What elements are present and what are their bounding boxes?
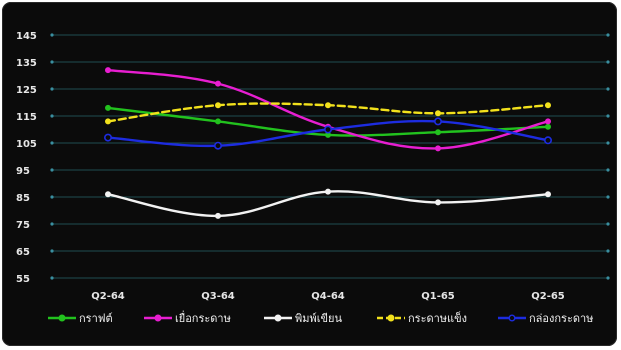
grid-dot-left — [50, 33, 54, 37]
series-1 — [105, 104, 552, 138]
data-point — [104, 133, 113, 142]
grid-dot-left — [50, 87, 54, 91]
grid — [50, 33, 610, 280]
grid-dot-left — [50, 222, 54, 226]
data-point — [105, 104, 112, 111]
grid-dot-left — [50, 195, 54, 199]
legend-label: พิมพ์เขียน — [295, 312, 342, 325]
grid-dot-right — [606, 195, 610, 199]
y-tick-label: 85 — [16, 193, 30, 204]
legend-label: เยื่อกระดาษ — [175, 310, 231, 325]
grid-dot-left — [50, 249, 54, 253]
legend-label: กระดาษแข็ง — [408, 311, 467, 325]
y-tick-label: 75 — [16, 220, 30, 231]
y-tick-label: 145 — [16, 31, 37, 42]
x-axis-ticks: Q2-64 Q3-64 Q4-64 Q1-65 Q2-65 — [91, 291, 565, 302]
data-point — [214, 141, 223, 150]
data-point — [545, 118, 552, 125]
series-5 — [104, 117, 552, 150]
x-tick-label: Q1-65 — [421, 291, 455, 302]
x-tick-label: Q2-64 — [91, 291, 125, 302]
grid-dot-left — [50, 141, 54, 145]
y-tick-label: 125 — [16, 85, 37, 96]
y-tick-label: 135 — [16, 58, 37, 69]
legend-item: กล่องกระดาษ — [498, 312, 593, 325]
y-axis-ticks: 145 135 125 115 105 95 85 75 65 55 — [16, 31, 37, 285]
data-point — [214, 118, 221, 125]
grid-dot-right — [606, 249, 610, 253]
chart-frame: 145 135 125 115 105 95 85 75 65 55 Q2-64 Q3-64 Q4-6… — [2, 2, 617, 346]
legend-item: กราฟต์ — [48, 312, 113, 325]
data-point — [323, 125, 332, 134]
legend: กราฟต์ เยื่อกระดาษ พิมพ์เขียน กระดาษแข็ง กล่… — [48, 310, 593, 325]
legend-item: เยื่อกระดาษ — [144, 310, 231, 325]
data-point — [324, 102, 331, 109]
y-tick-label: 55 — [16, 274, 30, 285]
grid-dot-left — [50, 168, 54, 172]
grid-dot-right — [606, 276, 610, 280]
grid-dot-left — [50, 114, 54, 118]
legend-marker — [508, 314, 516, 322]
data-point — [545, 191, 552, 198]
data-point — [105, 191, 112, 198]
grid-dot-right — [606, 168, 610, 172]
grid-dot-right — [606, 33, 610, 37]
data-point — [434, 110, 441, 117]
x-tick-label: Q2-65 — [531, 291, 565, 302]
data-point — [433, 117, 442, 126]
legend-marker — [58, 314, 66, 322]
series-3 — [105, 188, 552, 219]
data-point — [434, 145, 441, 152]
y-tick-label: 105 — [16, 139, 37, 150]
data-point — [434, 199, 441, 206]
data-point — [214, 212, 221, 219]
legend-item: กระดาษแข็ง — [377, 311, 467, 325]
grid-dot-right — [606, 114, 610, 118]
y-tick-label: 115 — [16, 112, 37, 123]
grid-dot-left — [50, 60, 54, 64]
y-tick-label: 95 — [16, 166, 30, 177]
line-chart: 145 135 125 115 105 95 85 75 65 55 Q2-64 Q3-64 Q4-6… — [16, 31, 610, 325]
y-tick-label: 65 — [16, 247, 30, 258]
data-point — [105, 118, 112, 125]
grid-dot-right — [606, 222, 610, 226]
series-2 — [105, 67, 552, 152]
legend-marker — [387, 314, 395, 322]
legend-label: กล่องกระดาษ — [529, 312, 593, 325]
x-tick-label: Q3-64 — [201, 291, 235, 302]
data-point — [105, 67, 112, 74]
data-point — [324, 188, 331, 195]
grid-dot-right — [606, 87, 610, 91]
data-point — [214, 80, 221, 87]
series-lines — [104, 67, 552, 219]
grid-dot-right — [606, 141, 610, 145]
legend-marker — [274, 314, 282, 322]
grid-dot-left — [50, 276, 54, 280]
data-point — [545, 123, 552, 130]
data-point — [434, 129, 441, 136]
data-point — [543, 136, 552, 145]
x-tick-label: Q4-64 — [311, 291, 345, 302]
data-point — [214, 102, 221, 109]
legend-item: พิมพ์เขียน — [264, 312, 342, 325]
grid-dot-right — [606, 60, 610, 64]
legend-marker — [154, 314, 162, 322]
series-line — [106, 190, 550, 218]
data-point — [545, 102, 552, 109]
series-4 — [105, 102, 552, 125]
legend-label: กราฟต์ — [79, 312, 113, 325]
